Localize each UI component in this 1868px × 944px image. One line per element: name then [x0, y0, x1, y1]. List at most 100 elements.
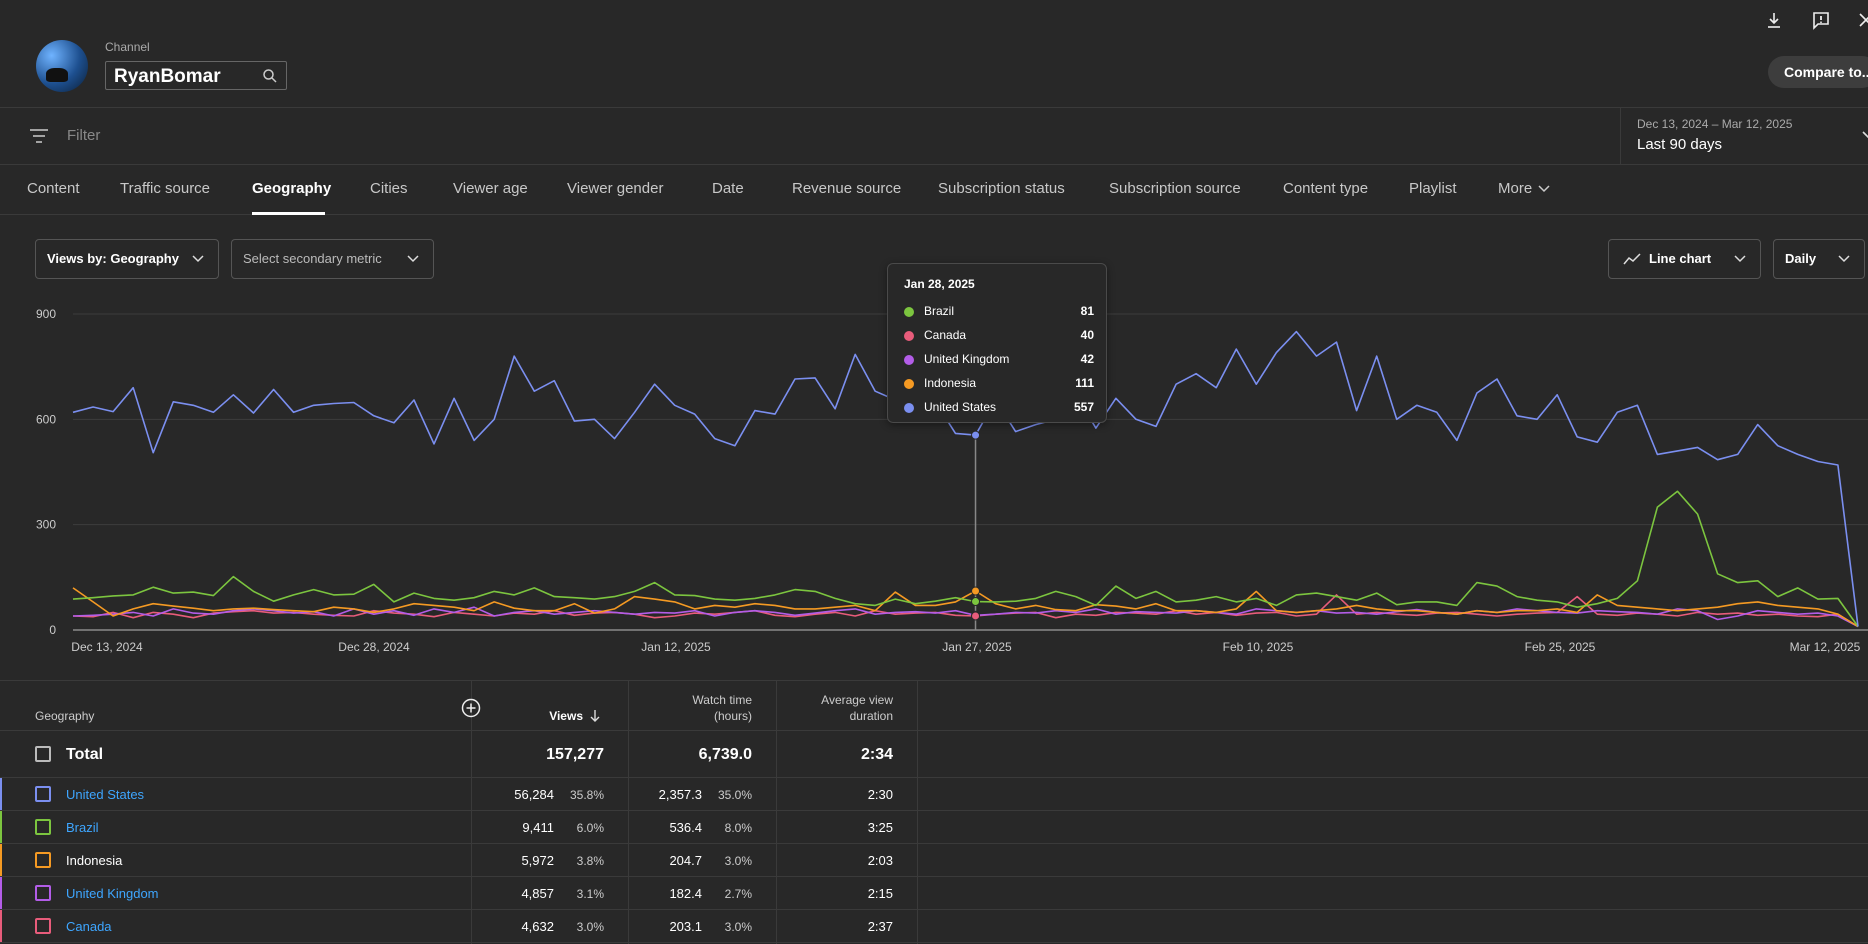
- total-row: Total 157,277 6,739.0 2:34: [0, 730, 1868, 778]
- table-row[interactable]: Brazil 9,411 6.0% 536.4 8.0% 3:25: [0, 811, 1868, 844]
- row-checkbox[interactable]: [35, 819, 51, 835]
- tab-revenue-source[interactable]: Revenue source: [792, 180, 902, 197]
- row-geography-link[interactable]: Brazil: [66, 820, 99, 835]
- dimension-tabs: Content Traffic source Geography Cities …: [0, 165, 1868, 215]
- top-bar: Channel RyanBomar Compare to...: [0, 0, 1868, 108]
- table-row[interactable]: United States 56,284 35.8% 2,357.3 35.0%…: [0, 778, 1868, 811]
- tab-viewer-gender[interactable]: Viewer gender: [567, 180, 664, 197]
- tooltip-row: United Kingdom 42: [904, 352, 1094, 372]
- tooltip-value: 42: [1080, 352, 1094, 366]
- search-icon[interactable]: [262, 68, 278, 84]
- series-line-brazil[interactable]: [72, 490, 1859, 627]
- tab-subscription-source[interactable]: Subscription source: [1109, 180, 1241, 197]
- table-row[interactable]: Canada 4,632 3.0% 203.1 3.0% 2:37: [0, 910, 1868, 943]
- row-watch-time: 536.4: [669, 820, 702, 835]
- row-color-bar: [0, 844, 2, 876]
- channel-avatar[interactable]: [36, 40, 88, 92]
- chevron-down-icon: [192, 255, 204, 263]
- close-icon[interactable]: [1856, 10, 1868, 30]
- row-views-pct: 6.0%: [576, 821, 604, 835]
- row-geography-link[interactable]: United Kingdom: [66, 886, 159, 901]
- row-checkbox[interactable]: [35, 852, 51, 868]
- row-checkbox[interactable]: [35, 786, 51, 802]
- header-watch-time: Watch time: [692, 693, 752, 707]
- column-divider: [776, 681, 777, 944]
- row-watch-time: 204.7: [669, 853, 702, 868]
- tab-subscription-status[interactable]: Subscription status: [938, 180, 1065, 197]
- interval-label: Daily: [1785, 251, 1817, 266]
- header-views[interactable]: Views: [549, 709, 583, 723]
- row-checkbox[interactable]: [35, 918, 51, 934]
- interval-dropdown[interactable]: Daily: [1773, 239, 1865, 279]
- chevron-down-icon: [1734, 255, 1746, 263]
- series-line-united-states[interactable]: [72, 330, 1859, 627]
- total-checkbox[interactable]: [35, 746, 51, 762]
- tab-geography[interactable]: Geography: [252, 180, 332, 197]
- legend-dot: [904, 307, 914, 317]
- compare-button[interactable]: Compare to...: [1768, 56, 1868, 88]
- primary-metric-dropdown[interactable]: Views by: Geography: [35, 239, 219, 279]
- tab-viewer-age[interactable]: Viewer age: [453, 180, 528, 197]
- tab-traffic-source[interactable]: Traffic source: [120, 180, 211, 197]
- tooltip-value: 111: [1075, 376, 1094, 390]
- legend-dot: [904, 403, 914, 413]
- table-row[interactable]: United Kingdom 4,857 3.1% 182.4 2.7% 2:1…: [0, 877, 1868, 910]
- tab-playlist[interactable]: Playlist: [1409, 180, 1457, 197]
- row-color-bar: [0, 778, 2, 810]
- series-line-united-kingdom[interactable]: [72, 606, 1859, 628]
- feedback-icon[interactable]: [1811, 10, 1831, 30]
- chart-type-dropdown[interactable]: Line chart: [1608, 239, 1761, 279]
- chart-type-label: Line chart: [1649, 251, 1712, 266]
- row-views-pct: 3.1%: [576, 887, 604, 901]
- series-line-indonesia[interactable]: [72, 587, 1859, 628]
- row-avg-duration: 2:30: [867, 787, 893, 802]
- row-geography-link[interactable]: United States: [66, 787, 145, 802]
- tooltip-value: 40: [1080, 328, 1094, 342]
- tab-more[interactable]: More: [1498, 180, 1550, 197]
- header-geography: Geography: [35, 709, 95, 723]
- chevron-down-icon: [1538, 185, 1550, 193]
- row-geography-label: Indonesia: [66, 853, 123, 868]
- row-watch-pct: 3.0%: [724, 854, 752, 868]
- data-point-canada: [971, 611, 981, 621]
- date-range-picker[interactable]: Dec 13, 2024 – Mar 12, 2025 Last 90 days: [1620, 108, 1868, 165]
- table-row[interactable]: Indonesia 5,972 3.8% 204.7 3.0% 2:03: [0, 844, 1868, 877]
- tab-cities[interactable]: Cities: [370, 180, 408, 197]
- y-tick-label: 0: [49, 623, 56, 637]
- channel-selector[interactable]: RyanBomar: [105, 61, 287, 90]
- row-watch-pct: 3.0%: [724, 920, 752, 934]
- tooltip-value: 557: [1073, 400, 1094, 414]
- tooltip-row: Brazil 81: [904, 304, 1094, 324]
- tab-date[interactable]: Date: [712, 180, 744, 197]
- tooltip-label: United Kingdom: [924, 352, 1010, 366]
- filter-input[interactable]: Filter: [67, 127, 101, 144]
- sort-arrow-icon[interactable]: [589, 709, 601, 723]
- row-checkbox[interactable]: [35, 885, 51, 901]
- header-average-view: Average view: [821, 693, 893, 707]
- download-icon[interactable]: [1764, 10, 1784, 30]
- geography-table: Geography Views Watch time (hours) Avera…: [0, 680, 1868, 944]
- tooltip-row: Canada 40: [904, 328, 1094, 348]
- legend-dot: [904, 379, 914, 389]
- row-views: 4,857: [521, 886, 554, 901]
- header-duration: duration: [849, 709, 893, 723]
- data-point-indonesia: [971, 586, 981, 596]
- row-views: 9,411: [522, 820, 554, 835]
- secondary-metric-dropdown[interactable]: Select secondary metric: [231, 239, 434, 279]
- data-point-united-states: [971, 430, 981, 440]
- chevron-down-icon: [1838, 255, 1850, 263]
- row-watch-time: 2,357.3: [658, 787, 702, 802]
- total-label: Total: [66, 746, 104, 763]
- x-tick-label: Dec 13, 2024: [71, 640, 143, 654]
- tab-content-type[interactable]: Content type: [1283, 180, 1369, 197]
- y-tick-label: 300: [36, 518, 56, 532]
- filter-icon[interactable]: [30, 129, 48, 143]
- total-watch-time: 6,739.0: [698, 746, 752, 763]
- add-column-icon[interactable]: [461, 698, 481, 718]
- views-line-chart[interactable]: 900 600 300 0 Dec 13, 2024 Dec 28, 2024 Jan 12…: [0, 295, 1868, 675]
- row-geography-link[interactable]: Canada: [66, 919, 112, 934]
- row-views-pct: 3.0%: [576, 920, 604, 934]
- legend-dot: [904, 331, 914, 341]
- tab-more-label: More: [1498, 180, 1533, 197]
- tab-content[interactable]: Content: [27, 180, 80, 197]
